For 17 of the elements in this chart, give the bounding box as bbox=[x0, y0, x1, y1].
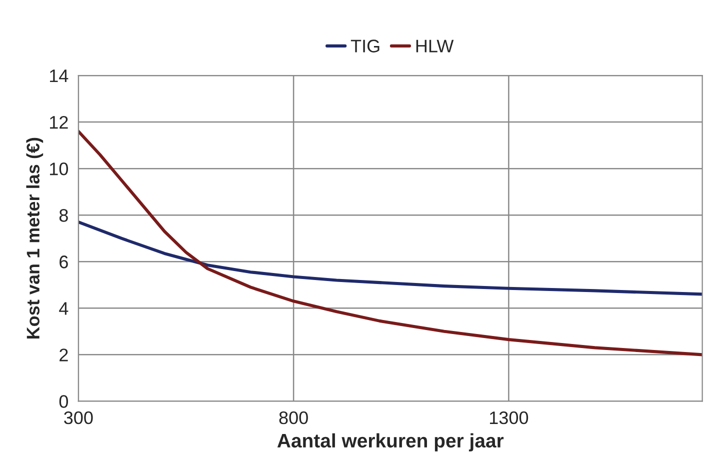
y-tick-label: 14 bbox=[50, 70, 68, 82]
x-tick-label: 300 bbox=[64, 411, 93, 424]
x-tick-label: 1300 bbox=[490, 411, 528, 424]
y-axis-title: Kost van 1 meter las (€) bbox=[26, 138, 44, 338]
legend-label: HLW bbox=[416, 40, 454, 52]
y-tick-label: 10 bbox=[50, 162, 68, 176]
y-tick-label: 6 bbox=[60, 256, 68, 268]
y-tick-label: 2 bbox=[60, 348, 68, 362]
line-series bbox=[78, 220, 702, 296]
y-tick-label: 8 bbox=[59, 209, 68, 222]
y-tick-label: 0 bbox=[59, 395, 68, 408]
x-tick-label: 800 bbox=[279, 411, 308, 424]
legend-label: TIG bbox=[350, 40, 380, 52]
y-tick-label: 12 bbox=[50, 116, 68, 129]
y-tick-label: 4 bbox=[59, 302, 68, 315]
x-axis-title: Aantal werkuren per jaar bbox=[277, 433, 504, 452]
line-series bbox=[78, 130, 702, 356]
